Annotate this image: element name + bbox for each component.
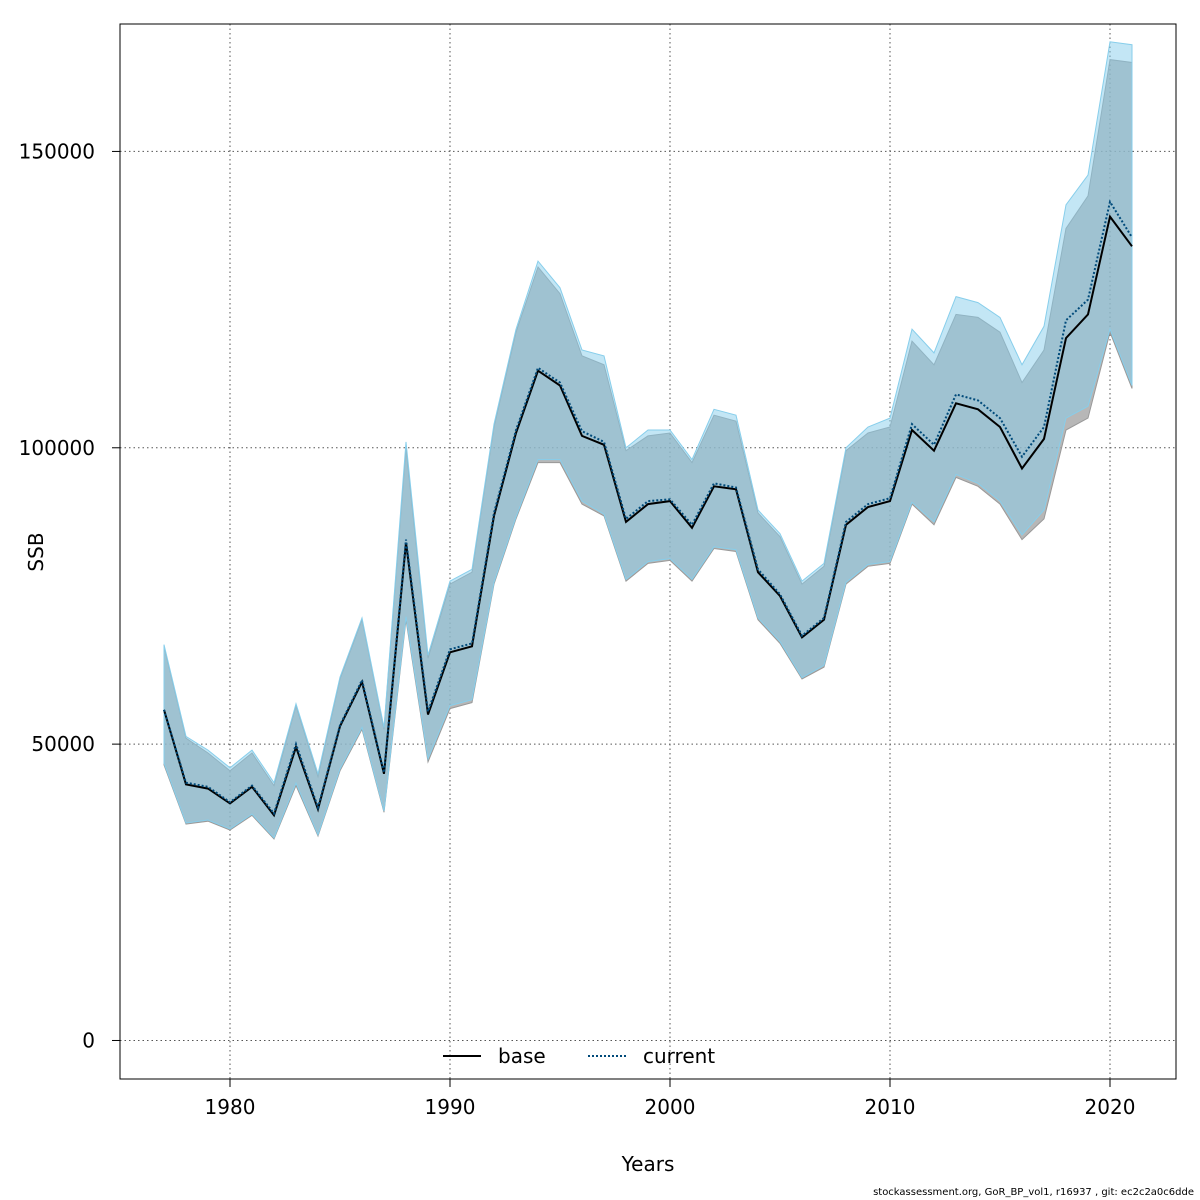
legend-label-base: base xyxy=(498,1044,546,1068)
x-tick-label: 2020 xyxy=(1085,1095,1136,1119)
legend-label-current: current xyxy=(643,1044,715,1068)
y-tick-label: 50000 xyxy=(31,732,95,756)
series-lines xyxy=(163,199,1133,818)
confidence-bands xyxy=(163,41,1133,840)
legend: base current xyxy=(443,1044,715,1068)
x-tick-label: 1990 xyxy=(425,1095,476,1119)
y-tick-label: 100000 xyxy=(19,436,95,460)
line-current xyxy=(163,199,1133,816)
y-tick-label: 150000 xyxy=(19,139,95,163)
footer-credit: stockassessment.org, GoR_BP_vol1, r16937… xyxy=(873,1187,1194,1198)
y-axis-title: SSB xyxy=(24,532,48,571)
plot-frame xyxy=(119,23,1177,1080)
y-tick-label: 0 xyxy=(82,1028,95,1052)
x-tick-label: 2000 xyxy=(645,1095,696,1119)
axes: 1980 1990 2000 2010 2020 0 50000 100000 150000 xyxy=(19,139,1136,1119)
x-tick-label: 1980 xyxy=(205,1095,256,1119)
line-base xyxy=(163,214,1133,818)
x-axis-title: Years xyxy=(621,1152,675,1176)
x-tick-label: 2010 xyxy=(865,1095,916,1119)
band-current xyxy=(163,41,1133,839)
